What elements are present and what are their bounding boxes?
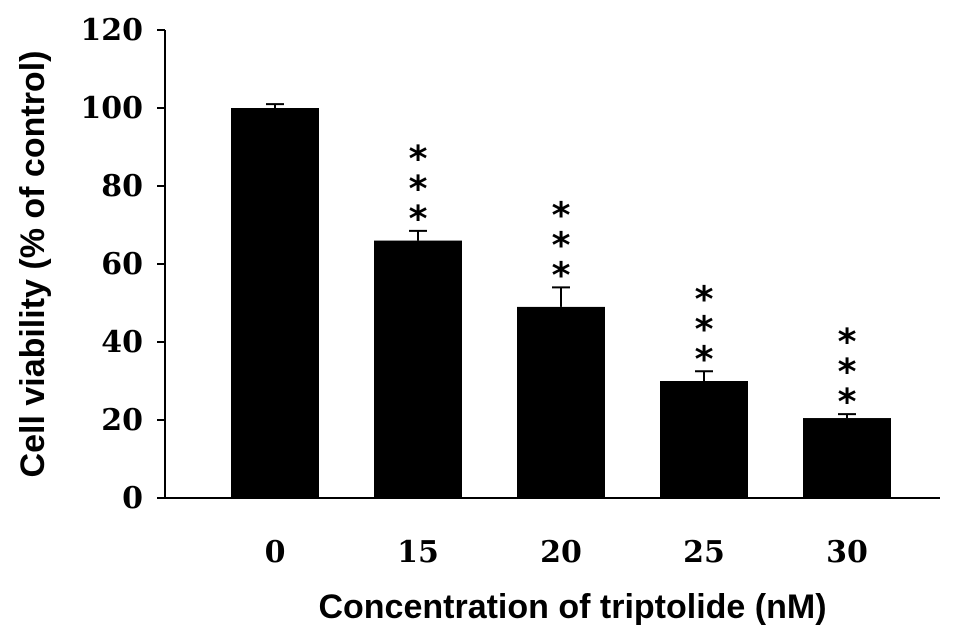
significance-star: *	[552, 225, 571, 266]
x-tick-label: 0	[265, 535, 286, 570]
bar-0	[231, 108, 319, 498]
bar-20	[517, 306, 605, 498]
significance-star: *	[838, 322, 857, 363]
x-tick-label: 25	[683, 535, 725, 570]
bar-15	[374, 240, 462, 498]
significance-star: *	[695, 279, 714, 320]
significance-star: *	[552, 195, 571, 236]
significance-star: *	[695, 309, 714, 350]
bars	[231, 103, 891, 498]
significance-star: *	[695, 339, 714, 380]
x-tick-label: 30	[826, 535, 868, 570]
significance-star: *	[409, 139, 428, 180]
y-tick-label: 80	[101, 169, 143, 204]
y-tick-label: 40	[101, 325, 143, 360]
y-tick-label: 100	[80, 91, 143, 126]
x-axis-ticks: 0 15 20 25 30	[265, 535, 868, 570]
bar-25	[660, 381, 748, 498]
y-axis-title: Cell viability (% of control)	[14, 51, 52, 478]
y-tick-label: 0	[122, 481, 143, 516]
significance-star: *	[552, 255, 571, 296]
significance-star: *	[409, 199, 428, 240]
y-axis-ticks: 0 20 40 60 80 100 120	[80, 13, 165, 516]
significance-star: *	[838, 382, 857, 423]
x-tick-label: 20	[540, 535, 582, 570]
x-axis-title: Concentration of triptolide (nM)	[318, 588, 826, 626]
y-tick-label: 120	[80, 13, 143, 48]
significance-star: *	[409, 169, 428, 210]
significance-markers: ************	[409, 139, 857, 423]
y-tick-label: 20	[101, 403, 143, 438]
x-tick-label: 15	[397, 535, 439, 570]
bar-30	[803, 418, 891, 498]
y-tick-label: 60	[101, 247, 143, 282]
significance-star: *	[838, 352, 857, 393]
